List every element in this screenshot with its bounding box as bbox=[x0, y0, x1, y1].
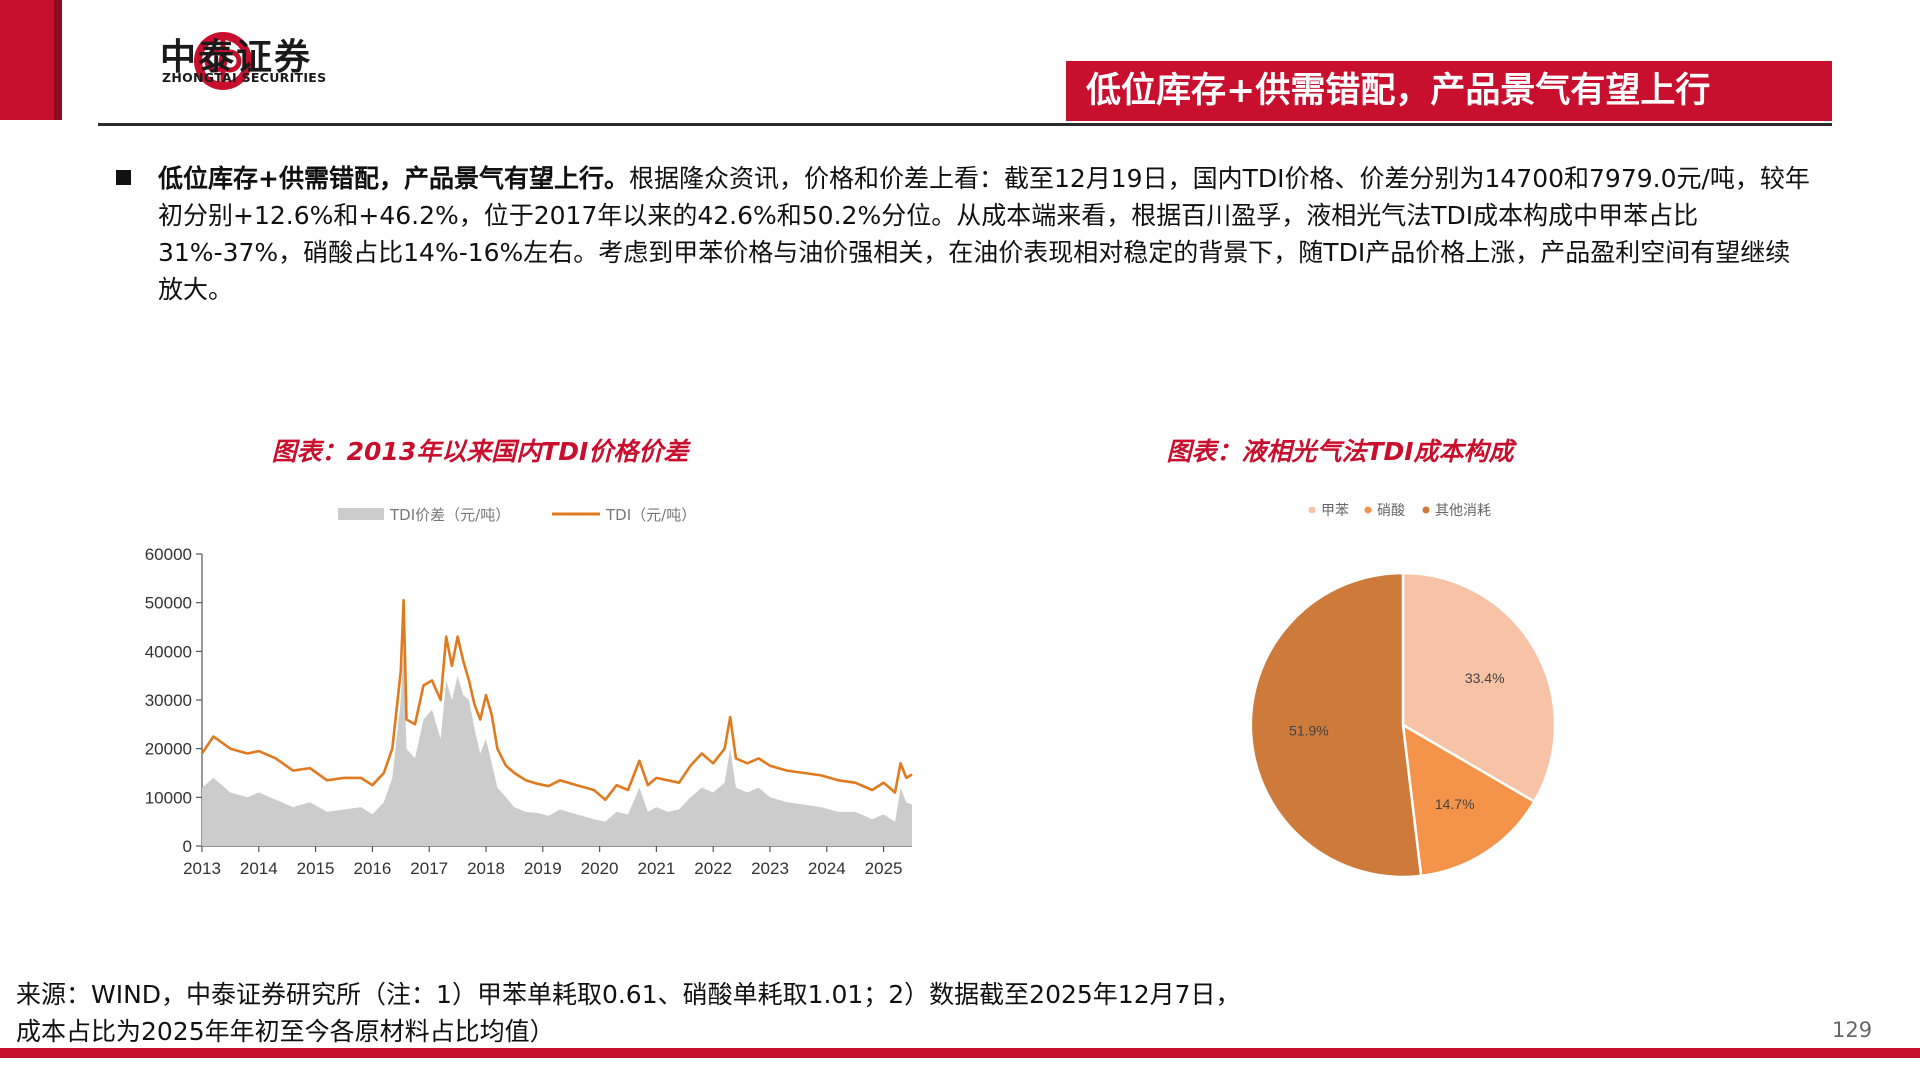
source-line-2: 成本占比为2025年年初至今各原材料占比均值） bbox=[16, 1017, 555, 1046]
body-lead: 低位库存+供需错配，产品景气有望上行。 bbox=[158, 164, 629, 193]
company-logo bbox=[194, 32, 252, 90]
x-tick-label: 2025 bbox=[865, 859, 903, 878]
pie-slice-label: 51.9% bbox=[1289, 723, 1329, 739]
x-tick-label: 2019 bbox=[524, 859, 562, 878]
x-tick-label: 2013 bbox=[183, 859, 221, 878]
pie-legend-label: 其他消耗 bbox=[1435, 503, 1491, 519]
legend-swatch-spread bbox=[338, 508, 384, 520]
pie-slice bbox=[1401, 722, 1537, 878]
x-tick-label: 2014 bbox=[240, 859, 278, 878]
pie-legend-dot bbox=[1422, 506, 1430, 514]
page-number: 129 bbox=[1832, 1018, 1873, 1042]
y-tick-label: 10000 bbox=[145, 788, 192, 807]
source-note: 来源：WIND，中泰证券研究所（注：1）甲苯单耗取0.61、硝酸单耗取1.01；… bbox=[16, 976, 1241, 1050]
x-tick-label: 2021 bbox=[637, 859, 675, 878]
source-line-1: 来源：WIND，中泰证券研究所（注：1）甲苯单耗取0.61、硝酸单耗取1.01；… bbox=[16, 980, 1241, 1009]
series-line-tdi bbox=[200, 598, 913, 802]
x-tick-label: 2020 bbox=[581, 859, 619, 878]
y-tick-label: 50000 bbox=[145, 594, 192, 613]
x-tick-label: 2018 bbox=[467, 859, 505, 878]
line-chart-title: 图表：2013年以来国内TDI价格价差 bbox=[271, 437, 689, 466]
y-tick-label: 60000 bbox=[145, 545, 192, 564]
x-tick-label: 2023 bbox=[751, 859, 789, 878]
bullet-square-icon bbox=[116, 170, 131, 185]
tdi-price-spread-chart: TDI价差（元/吨） TDI（元/吨） 0 10000 20000 30000 40000 5… bbox=[145, 506, 913, 878]
legend-label-tdi: TDI（元/吨） bbox=[605, 506, 696, 524]
pie-slice-label: 14.7% bbox=[1435, 796, 1475, 812]
y-tick-label: 30000 bbox=[145, 691, 192, 710]
x-tick-label: 2022 bbox=[694, 859, 732, 878]
x-tick-label: 2015 bbox=[297, 859, 335, 878]
pie-legend-dot bbox=[1308, 506, 1316, 514]
body-text: 根据隆众资讯，价格和价差上看：截至12月19日，国内TDI价格、价差分别为147… bbox=[158, 164, 1810, 304]
pie-legend-dot bbox=[1364, 506, 1372, 514]
tdi-cost-pie-chart: 甲苯 硝酸 其他消耗 33.4% 14.7% 51.9% bbox=[1249, 502, 1557, 879]
left-accent-bar bbox=[0, 0, 62, 120]
pie-legend-label: 甲苯 bbox=[1321, 502, 1349, 519]
pie-chart-title: 图表：液相光气法TDI成本构成 bbox=[1166, 437, 1514, 466]
pie-slice-label: 33.4% bbox=[1465, 670, 1505, 686]
series-area-spread bbox=[202, 651, 912, 846]
pie-slice bbox=[1249, 571, 1423, 879]
y-tick-label: 0 bbox=[183, 837, 192, 856]
x-tick-label: 2024 bbox=[808, 859, 846, 878]
header-banner-title: 低位库存+供需错配，产品景气有望上行 bbox=[1066, 61, 1832, 121]
x-tick-label: 2017 bbox=[410, 859, 448, 878]
x-tick-label: 2016 bbox=[353, 859, 391, 878]
body-paragraph: 低位库存+供需错配，产品景气有望上行。根据隆众资讯，价格和价差上看：截至12月1… bbox=[158, 160, 1813, 308]
legend-label-spread: TDI价差（元/吨） bbox=[389, 506, 510, 524]
pie-slice bbox=[1401, 571, 1557, 804]
company-name-en: ZHONGTAI SECURITIES bbox=[162, 70, 327, 85]
header-divider bbox=[98, 123, 1832, 126]
footer-divider bbox=[0, 1048, 1920, 1058]
left-accent-bar-edge bbox=[54, 0, 62, 120]
y-tick-label: 40000 bbox=[145, 642, 192, 661]
y-tick-label: 20000 bbox=[145, 740, 192, 759]
company-name-cn: 中泰证券 bbox=[160, 37, 313, 78]
pie-legend-label: 硝酸 bbox=[1377, 503, 1405, 519]
